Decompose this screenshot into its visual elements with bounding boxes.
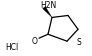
Polygon shape xyxy=(43,7,52,18)
Text: S: S xyxy=(77,37,81,46)
Text: HCl: HCl xyxy=(5,42,19,51)
Text: H2N: H2N xyxy=(40,1,56,10)
Text: O: O xyxy=(32,36,38,45)
